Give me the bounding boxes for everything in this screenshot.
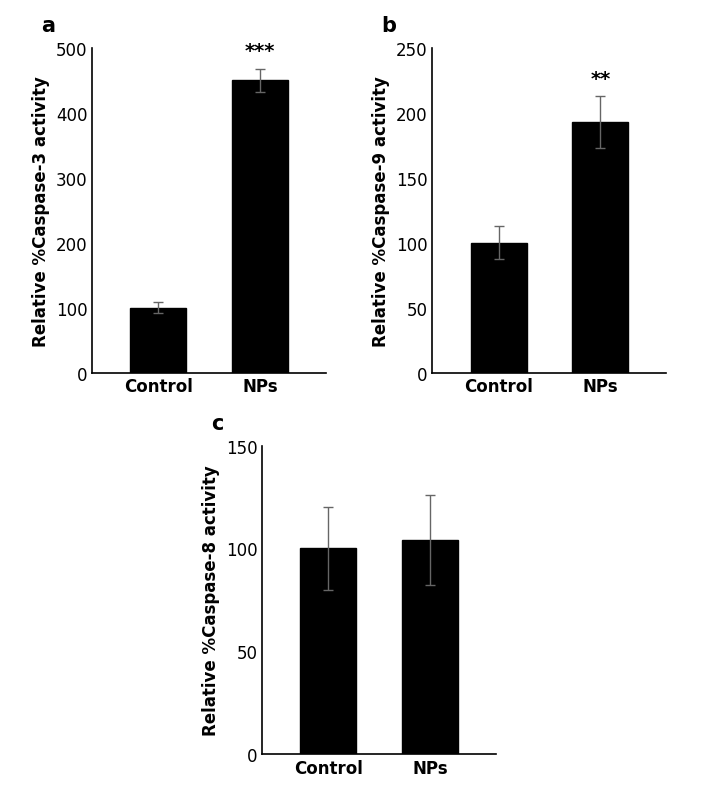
Bar: [232, 81, 288, 373]
Bar: [572, 122, 628, 373]
Bar: [130, 308, 186, 373]
Bar: [402, 541, 458, 754]
Text: c: c: [211, 414, 223, 434]
Bar: [471, 243, 527, 373]
Text: **: **: [590, 70, 610, 88]
Text: b: b: [381, 15, 396, 36]
Y-axis label: Relative %Caspase-8 activity: Relative %Caspase-8 activity: [202, 465, 220, 736]
Text: ***: ***: [245, 42, 275, 62]
Text: a: a: [40, 15, 55, 36]
Y-axis label: Relative %Caspase-3 activity: Relative %Caspase-3 activity: [32, 75, 50, 346]
Bar: [301, 549, 357, 754]
Y-axis label: Relative %Caspase-9 activity: Relative %Caspase-9 activity: [372, 75, 391, 346]
